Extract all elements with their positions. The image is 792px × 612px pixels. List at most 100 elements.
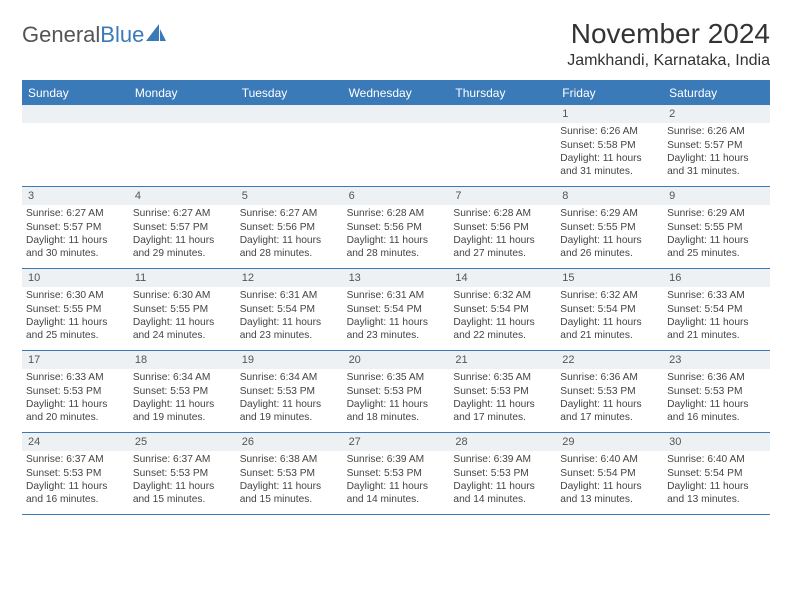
calendar-cell: 23Sunrise: 6:36 AMSunset: 5:53 PMDayligh… [663, 351, 770, 433]
day-number-bar [449, 105, 556, 123]
sunset-text: Sunset: 5:58 PM [560, 139, 659, 152]
sunset-text: Sunset: 5:57 PM [26, 221, 125, 234]
daylight-text: Daylight: 11 hours and 27 minutes. [453, 234, 552, 261]
day-number: 28 [449, 433, 556, 451]
day-header: Wednesday [343, 81, 450, 105]
daylight-text: Daylight: 11 hours and 31 minutes. [667, 152, 766, 179]
day-number-bar [236, 105, 343, 123]
sunrise-text: Sunrise: 6:30 AM [26, 289, 125, 302]
calendar-cell-empty [449, 105, 556, 187]
calendar: SundayMondayTuesdayWednesdayThursdayFrid… [22, 80, 770, 515]
daylight-text: Daylight: 11 hours and 25 minutes. [26, 316, 125, 343]
calendar-cell: 11Sunrise: 6:30 AMSunset: 5:55 PMDayligh… [129, 269, 236, 351]
day-header: Tuesday [236, 81, 343, 105]
calendar-cell: 7Sunrise: 6:28 AMSunset: 5:56 PMDaylight… [449, 187, 556, 269]
sunset-text: Sunset: 5:53 PM [453, 385, 552, 398]
calendar-cell: 16Sunrise: 6:33 AMSunset: 5:54 PMDayligh… [663, 269, 770, 351]
calendar-cell-empty [22, 105, 129, 187]
calendar-cell: 27Sunrise: 6:39 AMSunset: 5:53 PMDayligh… [343, 433, 450, 515]
day-number: 3 [22, 187, 129, 205]
sunrise-text: Sunrise: 6:31 AM [240, 289, 339, 302]
calendar-cell: 28Sunrise: 6:39 AMSunset: 5:53 PMDayligh… [449, 433, 556, 515]
calendar-cell: 1Sunrise: 6:26 AMSunset: 5:58 PMDaylight… [556, 105, 663, 187]
sunrise-text: Sunrise: 6:33 AM [667, 289, 766, 302]
calendar-cell: 5Sunrise: 6:27 AMSunset: 5:56 PMDaylight… [236, 187, 343, 269]
sunset-text: Sunset: 5:54 PM [667, 467, 766, 480]
day-header: Saturday [663, 81, 770, 105]
calendar-cell: 12Sunrise: 6:31 AMSunset: 5:54 PMDayligh… [236, 269, 343, 351]
day-number: 24 [22, 433, 129, 451]
sunrise-text: Sunrise: 6:32 AM [560, 289, 659, 302]
sunset-text: Sunset: 5:53 PM [560, 385, 659, 398]
daylight-text: Daylight: 11 hours and 21 minutes. [667, 316, 766, 343]
calendar-cell: 3 Sunrise: 6:27 AMSunset: 5:57 PMDaylight… [22, 187, 129, 269]
day-number: 30 [663, 433, 770, 451]
calendar-cell-empty [129, 105, 236, 187]
calendar-cell: 26Sunrise: 6:38 AMSunset: 5:53 PMDayligh… [236, 433, 343, 515]
sunset-text: Sunset: 5:53 PM [26, 467, 125, 480]
day-number: 5 [236, 187, 343, 205]
day-number: 17 [22, 351, 129, 369]
calendar-cell: 8Sunrise: 6:29 AMSunset: 5:55 PMDaylight… [556, 187, 663, 269]
calendar-cell: 15Sunrise: 6:32 AMSunset: 5:54 PMDayligh… [556, 269, 663, 351]
sunset-text: Sunset: 5:57 PM [133, 221, 232, 234]
daylight-text: Daylight: 11 hours and 19 minutes. [133, 398, 232, 425]
sunrise-text: Sunrise: 6:28 AM [347, 207, 446, 220]
day-number: 10 [22, 269, 129, 287]
daylight-text: Daylight: 11 hours and 24 minutes. [133, 316, 232, 343]
day-number: 1 [556, 105, 663, 123]
day-number: 29 [556, 433, 663, 451]
sunrise-text: Sunrise: 6:27 AM [240, 207, 339, 220]
daylight-text: Daylight: 11 hours and 21 minutes. [560, 316, 659, 343]
daylight-text: Daylight: 11 hours and 16 minutes. [667, 398, 766, 425]
sunset-text: Sunset: 5:57 PM [667, 139, 766, 152]
sunset-text: Sunset: 5:54 PM [347, 303, 446, 316]
day-number: 23 [663, 351, 770, 369]
sunrise-text: Sunrise: 6:27 AM [26, 207, 125, 220]
calendar-cell: 30Sunrise: 6:40 AMSunset: 5:54 PMDayligh… [663, 433, 770, 515]
day-number: 25 [129, 433, 236, 451]
calendar-cell: 21 Sunrise: 6:35 AMSunset: 5:53 PMDayligh… [449, 351, 556, 433]
sunrise-text: Sunrise: 6:29 AM [667, 207, 766, 220]
daylight-text: Daylight: 11 hours and 28 minutes. [347, 234, 446, 261]
day-header: Friday [556, 81, 663, 105]
sunset-text: Sunset: 5:53 PM [133, 467, 232, 480]
calendar-cell: 2Sunrise: 6:26 AMSunset: 5:57 PMDaylight… [663, 105, 770, 187]
sunset-text: Sunset: 5:54 PM [240, 303, 339, 316]
calendar-cell: 18Sunrise: 6:34 AMSunset: 5:53 PMDayligh… [129, 351, 236, 433]
day-number: 26 [236, 433, 343, 451]
sunrise-text: Sunrise: 6:40 AM [667, 453, 766, 466]
day-header: Monday [129, 81, 236, 105]
sunrise-text: Sunrise: 6:36 AM [667, 371, 766, 384]
sunset-text: Sunset: 5:55 PM [667, 221, 766, 234]
day-number: 4 [129, 187, 236, 205]
sunset-text: Sunset: 5:54 PM [667, 303, 766, 316]
calendar-cell: 17Sunrise: 6:33 AMSunset: 5:53 PMDayligh… [22, 351, 129, 433]
sunrise-text: Sunrise: 6:30 AM [133, 289, 232, 302]
sunset-text: Sunset: 5:55 PM [133, 303, 232, 316]
day-number: 13 [343, 269, 450, 287]
sunrise-text: Sunrise: 6:35 AM [347, 371, 446, 384]
sunrise-text: Sunrise: 6:35 AM [453, 371, 552, 384]
day-number: 21 [449, 351, 556, 369]
day-number: 15 [556, 269, 663, 287]
day-number: 6 [343, 187, 450, 205]
day-number: 7 [449, 187, 556, 205]
daylight-text: Daylight: 11 hours and 22 minutes. [453, 316, 552, 343]
daylight-text: Daylight: 11 hours and 30 minutes. [26, 234, 125, 261]
calendar-cell-empty [236, 105, 343, 187]
daylight-text: Daylight: 11 hours and 19 minutes. [240, 398, 339, 425]
day-number-bar [343, 105, 450, 123]
sunset-text: Sunset: 5:56 PM [240, 221, 339, 234]
daylight-text: Daylight: 11 hours and 29 minutes. [133, 234, 232, 261]
daylight-text: Daylight: 11 hours and 17 minutes. [453, 398, 552, 425]
sunset-text: Sunset: 5:55 PM [560, 221, 659, 234]
calendar-grid: 1 Sunrise: 6:26 AM Sunset: 5:58 PM Daylight… [22, 105, 770, 515]
daylight-text: Daylight: 11 hours and 17 minutes. [560, 398, 659, 425]
calendar-cell: 6 Sunrise: 6:28 AMSunset: 5:56 PMDaylight… [343, 187, 450, 269]
sunset-text: Sunset: 5:56 PM [347, 221, 446, 234]
daylight-text: Daylight: 11 hours and 25 minutes. [667, 234, 766, 261]
sunrise-text: Sunrise: 6:34 AM [133, 371, 232, 384]
sunrise-text: Sunrise: 6:26 AM [667, 125, 766, 138]
sunset-text: Sunset: 5:53 PM [347, 385, 446, 398]
